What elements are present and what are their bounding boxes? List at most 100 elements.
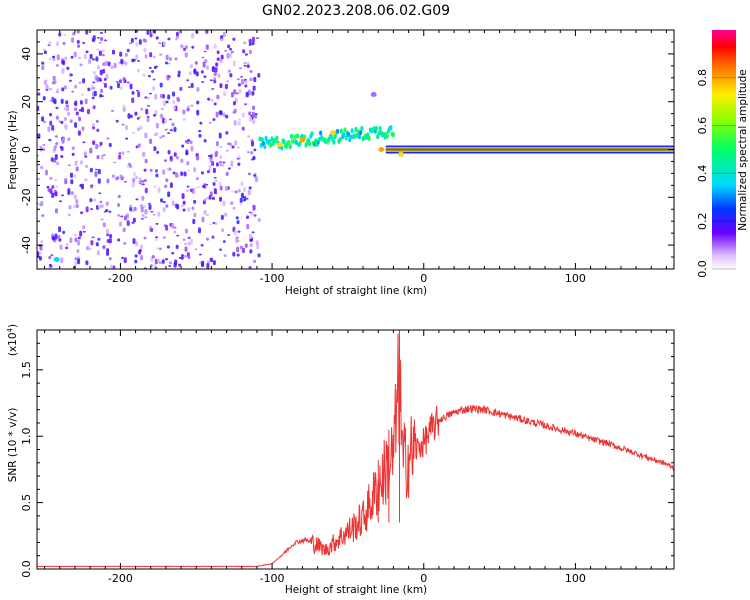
- heatmap-cell: [250, 140, 254, 147]
- heatmap-cell: [205, 44, 209, 50]
- heatmap-cell: [196, 87, 200, 92]
- heatmap-cell: [222, 200, 226, 207]
- heatmap-cell: [160, 108, 164, 110]
- heatmap-cell: [88, 58, 92, 65]
- heatmap-cell: [232, 101, 236, 106]
- heatmap-cell: [174, 38, 178, 41]
- heatmap-cell: [187, 236, 191, 240]
- heatmap-cell: [215, 162, 219, 167]
- colorbar-ticks: 0.0 0.2 0.4 0.6 0.8: [696, 69, 736, 278]
- heatmap-cell: [193, 212, 197, 218]
- heatmap-cell: [209, 154, 213, 159]
- heatmap-cell: [131, 97, 135, 104]
- heatmap-cell: [46, 185, 50, 189]
- heatmap-cell: [90, 240, 94, 246]
- heatmap-cell: [148, 204, 152, 211]
- snr-x-label: Height of straight line (km): [285, 584, 427, 596]
- heatmap-cell: [172, 99, 176, 104]
- heatmap-cell: [85, 206, 89, 213]
- heatmap-cell: [349, 134, 353, 140]
- heatmap-cell: [81, 126, 85, 131]
- heatmap-cell: [240, 78, 244, 85]
- heatmap-cell: [106, 178, 110, 184]
- heatmap-cell: [136, 68, 140, 73]
- heatmap-cell: [164, 61, 168, 65]
- heatmap-cell: [213, 176, 217, 179]
- heatmap-cell: [121, 151, 125, 156]
- heatmap-cell: [240, 181, 244, 187]
- heatmap-cell: [171, 122, 175, 127]
- heatmap-cell: [96, 128, 100, 132]
- heatmap-cell: [95, 143, 99, 150]
- heatmap-cell: [96, 76, 100, 83]
- heatmap-cell: [40, 200, 44, 207]
- x-tick-label: -200: [108, 572, 133, 585]
- x-tick-label: -100: [260, 572, 285, 585]
- heatmap-cell: [148, 66, 152, 69]
- heatmap-cell: [82, 230, 86, 233]
- heatmap-cell: [126, 48, 130, 53]
- heatmap-cell: [123, 242, 127, 245]
- heatmap-cell: [174, 259, 178, 266]
- heatmap-cell: [298, 141, 302, 147]
- heatmap-cell: [102, 68, 106, 74]
- heatmap-cell: [99, 93, 103, 98]
- heatmap-cell: [126, 81, 130, 84]
- heatmap-cell: [54, 153, 58, 160]
- heatmap-cell: [191, 206, 195, 210]
- heatmap-cell: [129, 206, 133, 212]
- heatmap-cell: [254, 114, 258, 119]
- heatmap-cell: [236, 78, 240, 81]
- heatmap-cell: [75, 166, 79, 172]
- heatmap-cell: [58, 226, 62, 233]
- heatmap-cell: [275, 135, 279, 141]
- heatmap-cell: [252, 156, 256, 161]
- heatmap-cell: [248, 38, 252, 44]
- heatmap-cell: [150, 227, 154, 233]
- heatmap-cell: [136, 117, 140, 120]
- heatmap-cell: [69, 73, 73, 77]
- heatmap-cell: [62, 137, 66, 141]
- heatmap-cell: [56, 54, 60, 61]
- heatmap-cell: [138, 39, 142, 45]
- heatmap-cell: [48, 41, 52, 45]
- heatmap-cell: [129, 83, 133, 90]
- heatmap-cell: [77, 258, 81, 265]
- heatmap-cell: [60, 98, 64, 104]
- heatmap-cell: [138, 115, 142, 118]
- heatmap-cell: [143, 47, 147, 53]
- heatmap-cell: [294, 140, 298, 146]
- heatmap-cell: [39, 146, 43, 152]
- heatmap-cell: [241, 247, 245, 254]
- heatmap-cell: [255, 37, 259, 39]
- heatmap-cell: [58, 32, 62, 37]
- heatmap-cell: [243, 64, 247, 67]
- heatmap-cell: [47, 126, 51, 133]
- heatmap-cell: [200, 243, 204, 247]
- heatmap-cell: [78, 56, 82, 60]
- heatmap-cell: [184, 242, 188, 245]
- heatmap-cell: [208, 164, 212, 171]
- heatmap-cell: [212, 260, 216, 266]
- heatmap-cell: [74, 122, 78, 128]
- heatmap-cell: [103, 77, 107, 81]
- heatmap-cell: [343, 127, 347, 133]
- heatmap-cell: [224, 83, 228, 90]
- heatmap-cell: [248, 233, 252, 240]
- heatmap-cell: [41, 64, 45, 67]
- heatmap-cell: [98, 50, 102, 56]
- heatmap-cell: [146, 30, 150, 35]
- heatmap-cell: [180, 254, 184, 258]
- heatmap-cell: [236, 157, 240, 160]
- heatmap-cell: [144, 209, 148, 215]
- heatmap-cell: [40, 240, 44, 243]
- snr-scale-exponent: 4: [6, 327, 14, 332]
- heatmap-cell: [111, 49, 115, 55]
- heatmap-cell: [98, 41, 102, 44]
- heatmap-cell: [74, 237, 78, 243]
- heatmap-cell: [253, 174, 257, 177]
- y-tick-label: 0.0: [20, 560, 33, 578]
- heatmap-cell: [97, 178, 101, 184]
- heatmap-cell: [56, 163, 60, 166]
- heatmap-cell: [359, 130, 363, 136]
